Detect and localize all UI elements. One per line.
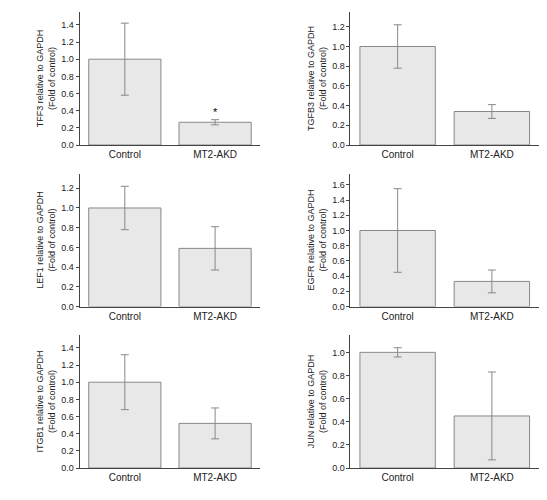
svg-text:0.6: 0.6 <box>61 412 74 422</box>
svg-text:Control: Control <box>109 149 141 160</box>
svg-text:0.2: 0.2 <box>61 282 74 292</box>
svg-text:0.0: 0.0 <box>332 463 345 473</box>
svg-text:TFF3 relative to GAPDH(Fold of: TFF3 relative to GAPDH(Fold of control) <box>35 30 57 128</box>
svg-text:0.4: 0.4 <box>61 262 74 272</box>
svg-text:0.4: 0.4 <box>61 429 74 439</box>
svg-text:0.6: 0.6 <box>332 394 345 404</box>
svg-text:MT2-AKD: MT2-AKD <box>193 472 237 483</box>
svg-text:0.8: 0.8 <box>61 72 74 82</box>
svg-text:0.2: 0.2 <box>332 286 345 296</box>
svg-text:1.0: 1.0 <box>61 377 74 387</box>
svg-text:0.8: 0.8 <box>61 395 74 405</box>
svg-text:0.2: 0.2 <box>332 120 345 130</box>
svg-text:LEF1 relative to GAPDH(Fold of: LEF1 relative to GAPDH(Fold of control) <box>35 191 57 289</box>
svg-text:0.4: 0.4 <box>332 417 345 427</box>
svg-text:TGFB3 relative to GAPDH(Fold o: TGFB3 relative to GAPDH(Fold of control) <box>306 26 328 131</box>
svg-text:1.4: 1.4 <box>332 195 345 205</box>
svg-text:*: * <box>213 106 218 118</box>
svg-text:1.4: 1.4 <box>61 343 74 353</box>
svg-text:MT2-AKD: MT2-AKD <box>470 311 514 322</box>
svg-text:1.2: 1.2 <box>332 210 345 220</box>
svg-text:0.8: 0.8 <box>61 223 74 233</box>
svg-text:0.4: 0.4 <box>332 271 345 281</box>
svg-text:JUN relative to GAPDH(Fold of: JUN relative to GAPDH(Fold of control) <box>306 355 328 449</box>
svg-text:0.4: 0.4 <box>332 101 345 111</box>
svg-text:MT2-AKD: MT2-AKD <box>470 149 514 160</box>
svg-text:0.6: 0.6 <box>61 89 74 99</box>
svg-text:1.0: 1.0 <box>332 42 345 52</box>
svg-text:1.4: 1.4 <box>61 20 74 30</box>
svg-text:0.8: 0.8 <box>332 61 345 71</box>
svg-text:0.2: 0.2 <box>61 123 74 133</box>
svg-text:Control: Control <box>109 472 141 483</box>
svg-text:1.2: 1.2 <box>61 37 74 47</box>
svg-text:MT2-AKD: MT2-AKD <box>470 472 514 483</box>
svg-text:0.2: 0.2 <box>61 446 74 456</box>
svg-text:0.4: 0.4 <box>61 106 74 116</box>
svg-text:Control: Control <box>382 311 414 322</box>
svg-text:0.6: 0.6 <box>332 256 345 266</box>
svg-text:MT2-AKD: MT2-AKD <box>193 311 237 322</box>
svg-text:1.0: 1.0 <box>61 203 74 213</box>
svg-text:0.2: 0.2 <box>332 440 345 450</box>
svg-text:EGFR relative to GAPDH(Fold of: EGFR relative to GAPDH(Fold of control) <box>306 189 328 290</box>
svg-text:MT2-AKD: MT2-AKD <box>193 149 237 160</box>
svg-text:0.8: 0.8 <box>332 241 345 251</box>
svg-text:0.0: 0.0 <box>332 302 345 312</box>
svg-text:1.6: 1.6 <box>332 180 345 190</box>
svg-text:Control: Control <box>382 149 414 160</box>
svg-text:0.8: 0.8 <box>332 371 345 381</box>
svg-text:1.0: 1.0 <box>332 226 345 236</box>
svg-text:Control: Control <box>382 472 414 483</box>
svg-text:0.0: 0.0 <box>61 140 74 150</box>
svg-text:1.0: 1.0 <box>61 54 74 64</box>
svg-text:ITGB1 relative to GAPDH(Fold o: ITGB1 relative to GAPDH(Fold of control) <box>35 350 57 452</box>
svg-text:1.2: 1.2 <box>332 22 345 32</box>
svg-text:Control: Control <box>109 311 141 322</box>
svg-text:0.6: 0.6 <box>61 243 74 253</box>
svg-text:1.0: 1.0 <box>332 348 345 358</box>
svg-text:0.0: 0.0 <box>61 463 74 473</box>
svg-text:0.0: 0.0 <box>61 302 74 312</box>
svg-text:0.6: 0.6 <box>332 81 345 91</box>
svg-text:1.2: 1.2 <box>61 360 74 370</box>
svg-text:0.0: 0.0 <box>332 140 345 150</box>
svg-text:1.2: 1.2 <box>61 183 74 193</box>
